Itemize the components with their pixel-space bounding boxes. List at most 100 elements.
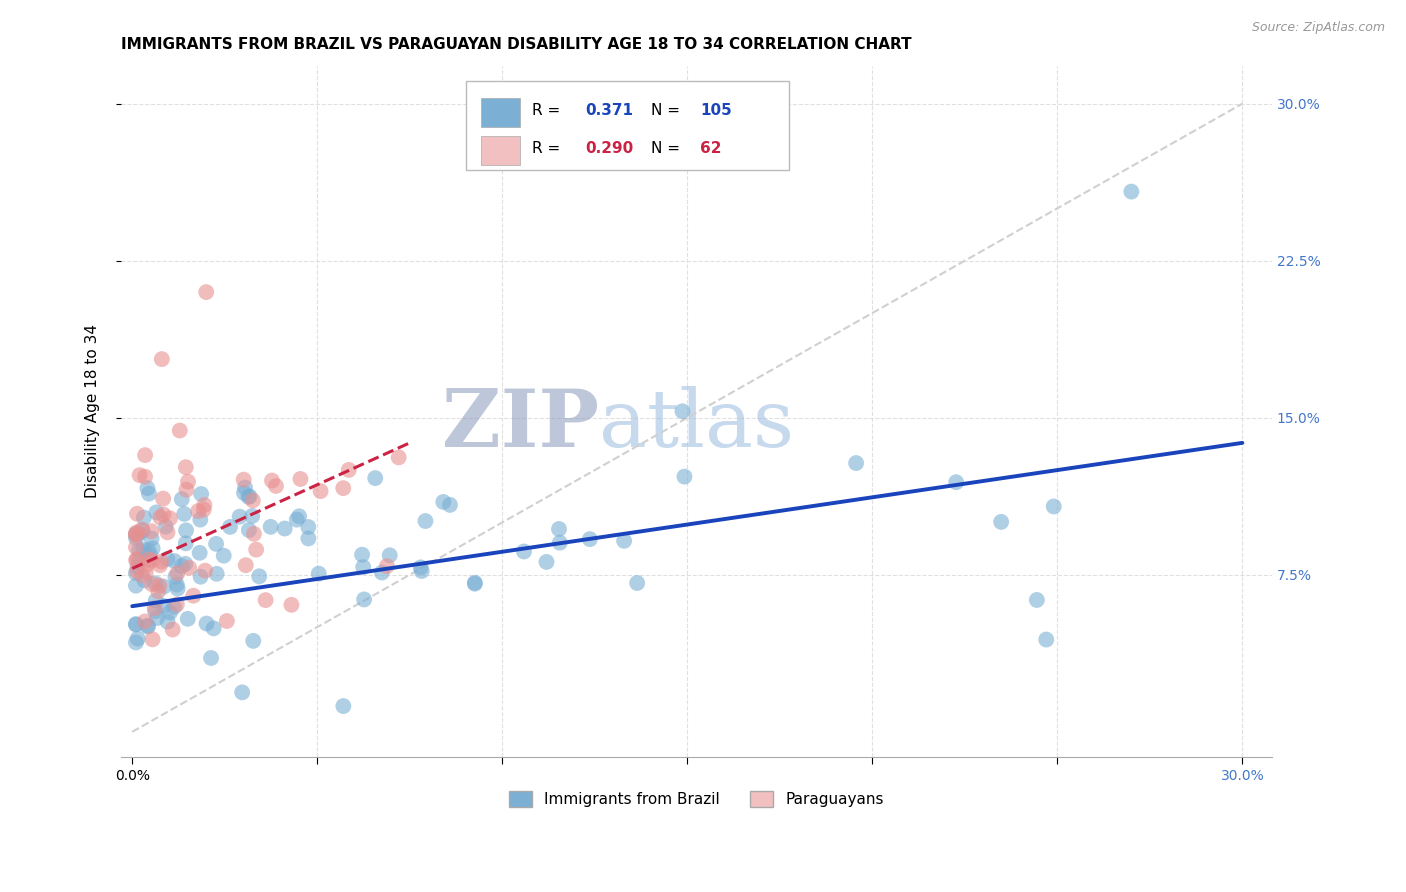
Point [297,532,319,546]
Point [378,549,401,563]
Point [352,548,374,562]
Point [1025,593,1047,607]
Point [415,514,437,528]
Text: 62: 62 [700,142,721,156]
Point [536,555,558,569]
Point [242,633,264,648]
Point [193,502,215,516]
Point [153,580,176,594]
Point [259,520,281,534]
Point [188,513,211,527]
Point [125,635,148,649]
Point [285,513,308,527]
Point [190,570,212,584]
Point [409,560,432,574]
Point [141,577,163,591]
Point [626,576,648,591]
Point [1035,632,1057,647]
Point [174,557,197,571]
Point [139,548,162,562]
Point [173,507,195,521]
Point [243,526,266,541]
Point [309,484,332,499]
Point [195,285,218,299]
Point [125,553,148,567]
Point [148,584,170,599]
Point [125,527,148,541]
Point [238,489,260,503]
Point [464,576,486,591]
Point [187,504,209,518]
Point [174,460,197,475]
Point [145,593,167,607]
Point [845,456,868,470]
Point [202,621,225,635]
Point [125,566,148,581]
Point [138,486,160,500]
Point [141,524,163,539]
Point [132,542,155,557]
Point [152,491,174,506]
Point [156,552,179,566]
Point [238,523,260,537]
Point [332,481,354,495]
Point [174,524,197,538]
Text: Source: ZipAtlas.com: Source: ZipAtlas.com [1251,21,1385,35]
Text: N =: N = [651,142,679,156]
Point [127,560,149,574]
Text: 0.290: 0.290 [585,142,633,156]
Point [145,505,167,519]
Point [233,486,256,500]
Point [131,523,153,537]
Point [162,623,184,637]
Point [141,532,163,546]
Point [134,448,156,462]
Point [134,615,156,629]
Point [146,611,169,625]
Point [159,511,181,525]
Point [135,565,157,579]
Point [152,599,174,613]
Point [288,509,311,524]
Point [136,619,159,633]
Point [125,564,148,578]
Point [308,566,330,581]
Point [174,536,197,550]
Text: atlas: atlas [599,386,794,464]
Point [297,520,319,534]
Point [548,522,571,536]
Point [242,493,264,508]
Point [125,531,148,545]
Point [353,592,375,607]
Point [671,404,693,418]
Legend: Immigrants from Brazil, Paraguayans: Immigrants from Brazil, Paraguayans [502,784,891,815]
Text: IMMIGRANTS FROM BRAZIL VS PARAGUAYAN DISABILITY AGE 18 TO 34 CORRELATION CHART: IMMIGRANTS FROM BRAZIL VS PARAGUAYAN DIS… [121,37,911,53]
Text: 0.371: 0.371 [585,103,633,119]
Point [141,632,163,647]
Point [673,469,696,483]
Point [136,481,159,495]
Point [232,473,254,487]
Point [254,593,277,607]
Point [548,535,571,549]
Point [128,468,150,483]
Point [238,490,260,504]
Point [200,651,222,665]
Point [579,532,602,546]
Point [388,450,411,465]
Point [231,685,253,699]
Point [128,543,150,558]
Point [195,616,218,631]
Point [432,495,454,509]
Point [125,617,148,632]
Point [125,617,148,632]
Point [170,559,193,574]
Point [194,564,217,578]
Point [155,519,177,533]
Point [166,582,188,596]
Point [1042,500,1064,514]
Point [143,576,166,591]
Point [179,561,201,575]
Point [260,474,283,488]
Point [247,569,270,583]
